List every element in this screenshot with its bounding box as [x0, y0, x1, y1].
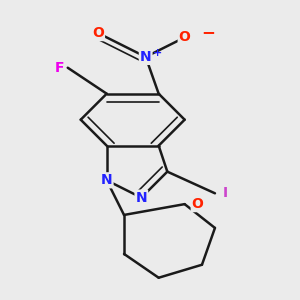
Text: −: − [202, 23, 215, 41]
Text: O: O [192, 197, 204, 211]
Text: +: + [153, 48, 162, 58]
Text: O: O [92, 26, 104, 40]
Text: I: I [223, 186, 228, 200]
Text: N: N [140, 50, 152, 64]
Text: F: F [54, 61, 64, 75]
Text: O: O [179, 30, 190, 44]
Text: N: N [101, 173, 112, 187]
Text: N: N [136, 190, 147, 205]
